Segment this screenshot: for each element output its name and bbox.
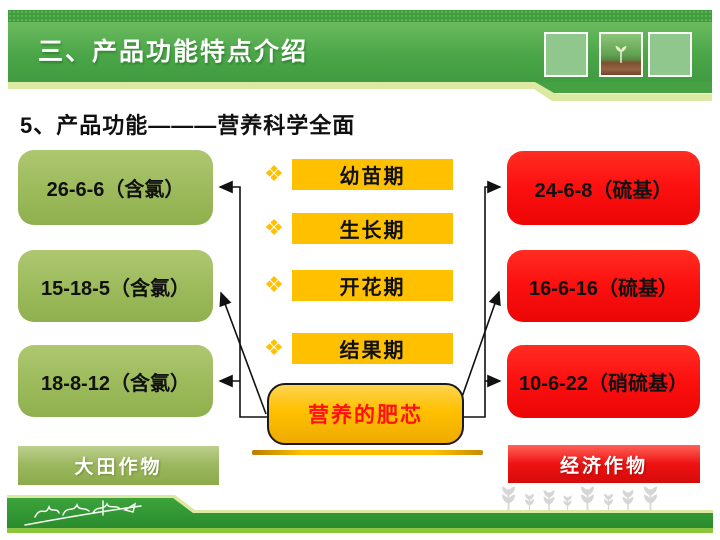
center-concept-box: 营养的肥芯 — [267, 383, 464, 445]
gold-underline — [252, 450, 483, 455]
sprout-icon — [603, 493, 614, 510]
footer-band — [7, 495, 713, 533]
header-decor-square-2 — [648, 32, 692, 77]
product-box-16-6-16: 16-6-16（硫基） — [507, 250, 700, 322]
diamond-bullet-icon: ❖ — [264, 273, 284, 298]
brand-signature-icon — [24, 500, 142, 526]
phase-bar-fruiting: 结果期 — [292, 333, 453, 364]
header-decor-square-1 — [544, 32, 588, 77]
sprout-icon — [615, 45, 627, 63]
category-label-field-crops: 大田作物 — [18, 446, 219, 485]
sprout-icon — [622, 489, 634, 510]
phase-bar-flowering: 开花期 — [292, 270, 453, 301]
sprout-icon — [501, 486, 516, 510]
header-bar: 三、产品功能特点介绍 — [8, 22, 712, 82]
header-top-strip — [8, 10, 712, 22]
slide-title: 三、产品功能特点介绍 — [38, 38, 309, 66]
diamond-bullet-icon: ❖ — [264, 216, 284, 241]
phase-bar-growth: 生长期 — [292, 213, 453, 244]
phase-bar-seedling: 幼苗期 — [292, 159, 453, 190]
product-box-24-6-8: 24-6-8（硫基） — [507, 151, 700, 225]
sprout-watermark-pattern — [498, 484, 716, 510]
product-box-26-6-6: 26-6-6（含氯） — [18, 150, 213, 225]
product-box-10-6-22: 10-6-22（硝硫基） — [507, 345, 700, 418]
sprout-icon — [524, 493, 535, 510]
section-subtitle: 5、产品功能———营养科学全面 — [20, 113, 356, 138]
sprout-icon — [543, 489, 555, 510]
header-trim — [8, 82, 712, 101]
sprout-icon — [563, 495, 572, 510]
product-box-15-18-5: 15-18-5（含氯） — [18, 250, 213, 322]
diamond-bullet-icon: ❖ — [264, 336, 284, 361]
sprout-icon — [580, 486, 595, 510]
sprout-icon — [643, 486, 658, 510]
seedling-photo-icon — [599, 32, 643, 77]
diamond-bullet-icon: ❖ — [264, 162, 284, 187]
product-box-18-8-12: 18-8-12（含氯） — [18, 345, 213, 417]
category-label-cash-crops: 经济作物 — [508, 445, 700, 483]
